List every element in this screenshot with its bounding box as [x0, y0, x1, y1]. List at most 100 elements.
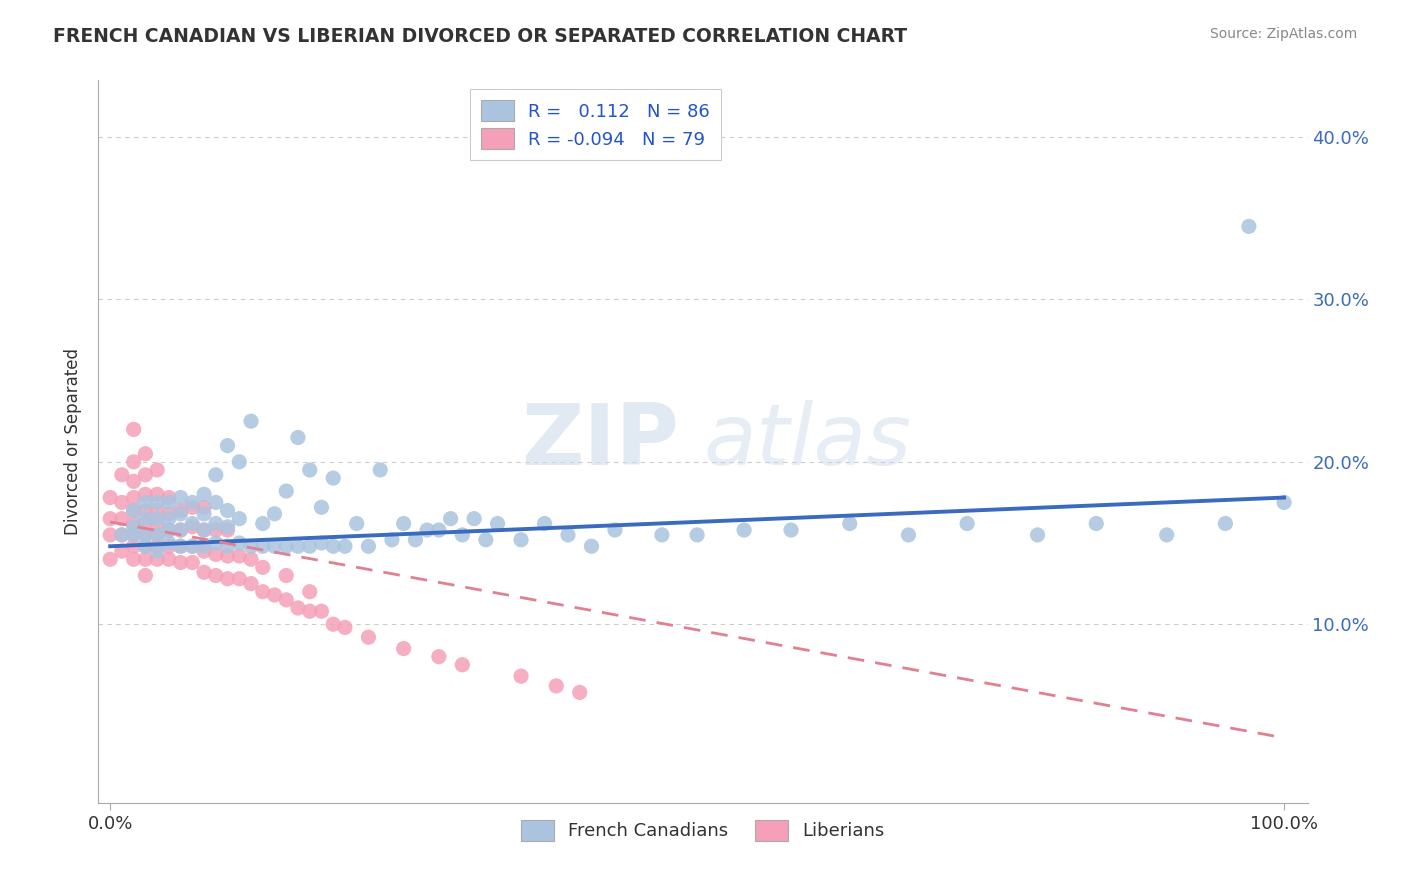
Point	[404, 533, 426, 547]
Point	[204, 523, 226, 537]
Point	[122, 552, 145, 566]
Text: Source: ZipAtlas.com: Source: ZipAtlas.com	[1209, 27, 1357, 41]
Point	[333, 539, 356, 553]
Point	[122, 475, 145, 489]
Point	[134, 552, 156, 566]
Point	[581, 539, 603, 553]
Point	[228, 549, 250, 563]
Point	[252, 584, 274, 599]
Point	[1215, 516, 1237, 531]
Point	[169, 539, 191, 553]
Point	[204, 536, 226, 550]
Point	[651, 528, 673, 542]
Point	[111, 495, 134, 509]
Point	[240, 576, 263, 591]
Point	[228, 572, 250, 586]
Point	[134, 511, 156, 525]
Point	[111, 528, 134, 542]
Point	[217, 523, 239, 537]
Point	[169, 539, 191, 553]
Point	[122, 520, 145, 534]
Point	[193, 539, 215, 553]
Text: FRENCH CANADIAN VS LIBERIAN DIVORCED OR SEPARATED CORRELATION CHART: FRENCH CANADIAN VS LIBERIAN DIVORCED OR …	[53, 27, 907, 45]
Point	[157, 511, 180, 525]
Point	[157, 523, 180, 537]
Legend: French Canadians, Liberians: French Canadians, Liberians	[515, 813, 891, 848]
Point	[368, 463, 391, 477]
Point	[416, 523, 439, 537]
Point	[311, 500, 333, 515]
Point	[392, 641, 415, 656]
Point	[427, 523, 450, 537]
Point	[193, 523, 215, 537]
Point	[111, 511, 134, 525]
Point	[686, 528, 709, 542]
Point	[486, 516, 509, 531]
Point	[134, 516, 156, 531]
Point	[134, 568, 156, 582]
Point	[157, 495, 180, 509]
Point	[956, 516, 979, 531]
Point	[134, 503, 156, 517]
Point	[146, 516, 169, 531]
Point	[193, 566, 215, 580]
Point	[1156, 528, 1178, 542]
Point	[122, 491, 145, 505]
Point	[122, 516, 145, 531]
Point	[146, 503, 169, 517]
Point	[204, 516, 226, 531]
Point	[181, 520, 204, 534]
Point	[346, 516, 368, 531]
Point	[146, 487, 169, 501]
Point	[263, 539, 285, 553]
Point	[157, 536, 180, 550]
Point	[240, 414, 263, 428]
Text: ZIP: ZIP	[522, 400, 679, 483]
Point	[357, 630, 380, 644]
Point	[298, 539, 321, 553]
Point	[181, 516, 204, 531]
Point	[134, 495, 156, 509]
Point	[122, 528, 145, 542]
Point	[1026, 528, 1049, 542]
Point	[204, 495, 226, 509]
Point	[122, 539, 145, 553]
Point	[134, 467, 156, 482]
Point	[252, 539, 274, 553]
Point	[98, 552, 121, 566]
Point	[263, 588, 285, 602]
Point	[146, 495, 169, 509]
Point	[311, 604, 333, 618]
Point	[217, 520, 239, 534]
Point	[146, 544, 169, 558]
Point	[451, 528, 474, 542]
Point	[475, 533, 498, 547]
Point	[193, 507, 215, 521]
Point	[217, 503, 239, 517]
Point	[276, 592, 298, 607]
Point	[204, 467, 226, 482]
Point	[381, 533, 404, 547]
Point	[157, 507, 180, 521]
Point	[134, 528, 156, 542]
Point	[181, 500, 204, 515]
Point	[427, 649, 450, 664]
Point	[1085, 516, 1108, 531]
Point	[146, 528, 169, 542]
Point	[298, 584, 321, 599]
Point	[157, 552, 180, 566]
Point	[240, 539, 263, 553]
Point	[181, 495, 204, 509]
Point	[333, 620, 356, 634]
Point	[204, 568, 226, 582]
Point	[217, 539, 239, 553]
Point	[217, 439, 239, 453]
Text: atlas: atlas	[703, 400, 911, 483]
Point	[897, 528, 920, 542]
Point	[98, 528, 121, 542]
Point	[298, 604, 321, 618]
Point	[181, 556, 204, 570]
Point	[193, 523, 215, 537]
Point	[134, 539, 156, 553]
Point	[122, 455, 145, 469]
